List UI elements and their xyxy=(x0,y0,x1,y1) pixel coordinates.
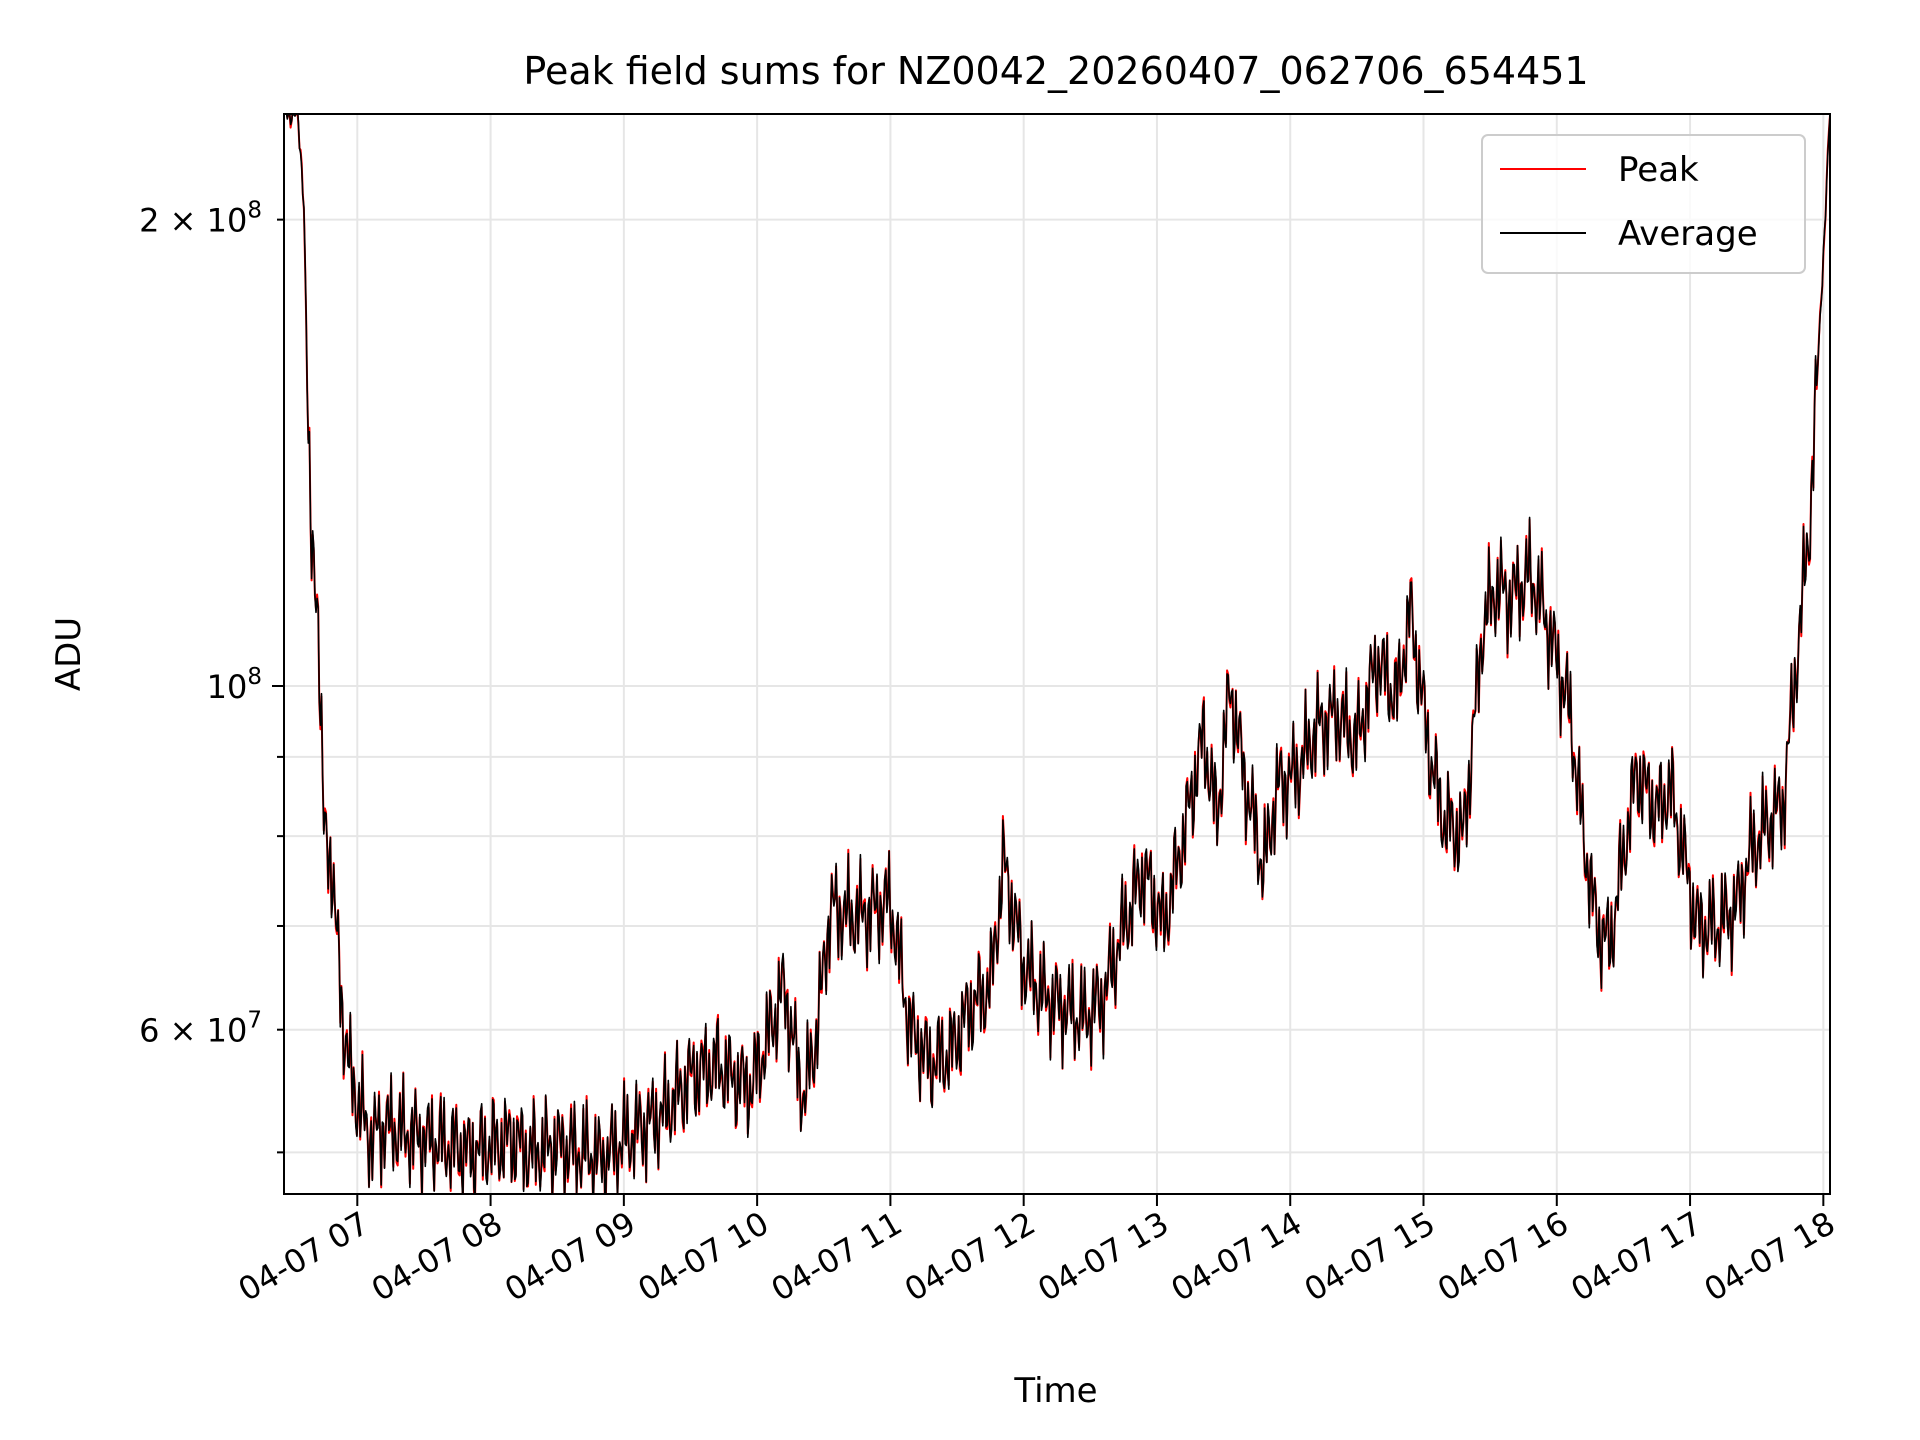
y-axis-ticks: 108 6 × 107 2 × 108 xyxy=(139,198,284,1154)
y-tick-label: 6 × 107 xyxy=(139,1008,262,1050)
legend: Peak Average xyxy=(1481,134,1806,274)
series-line-average xyxy=(285,114,1830,1194)
legend-label-peak: Peak xyxy=(1618,150,1699,190)
y-tick-label: 108 xyxy=(207,664,262,706)
legend-label-average: Average xyxy=(1618,214,1758,254)
series-lines xyxy=(285,114,1830,1194)
x-axis-label: Time xyxy=(1013,1371,1097,1411)
plot-frame xyxy=(283,113,1831,1195)
y-axis-label: ADU xyxy=(49,617,89,691)
y-tick-label: 2 × 108 xyxy=(139,198,262,240)
chart-title: Peak field sums for NZ0042_20260407_0627… xyxy=(523,49,1588,93)
